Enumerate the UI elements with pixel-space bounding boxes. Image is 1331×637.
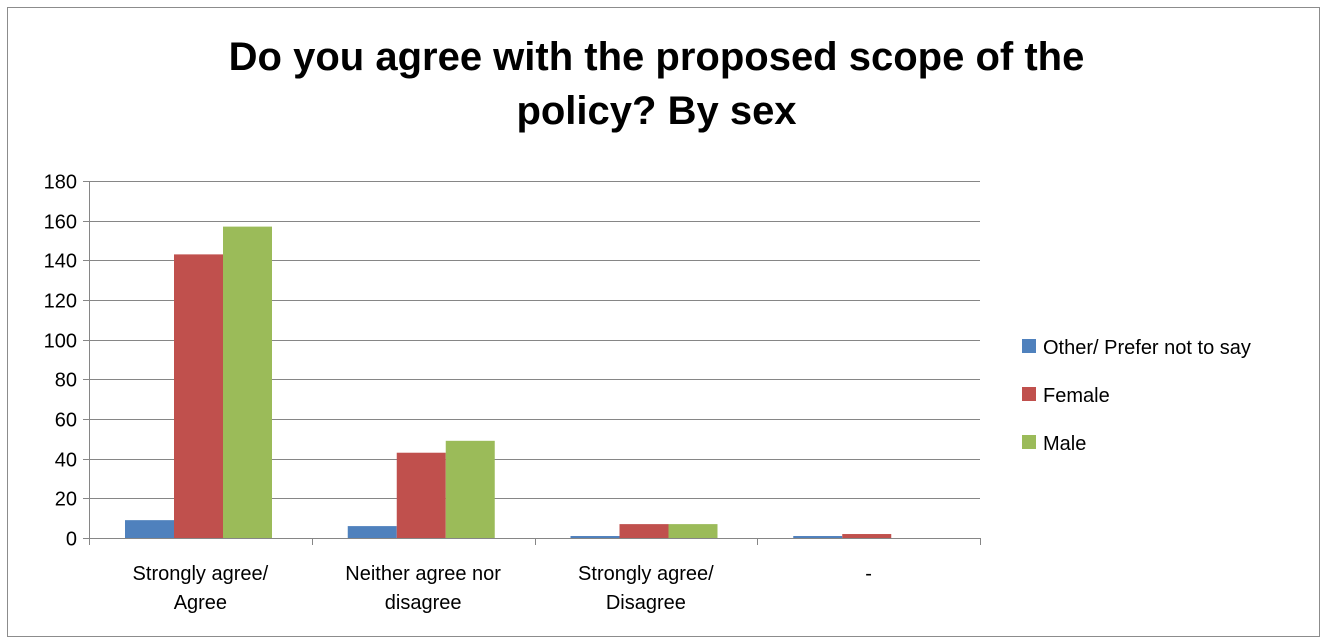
- bar-other-prefer-not-to-say: [125, 520, 174, 538]
- legend-swatch: [1022, 435, 1036, 449]
- x-category-label: Strongly agree/: [578, 563, 714, 585]
- y-tick-label: 80: [55, 370, 77, 392]
- chart-title: Do you agree with the proposed scope of …: [0, 30, 1313, 138]
- y-tick-label: 40: [55, 450, 77, 472]
- y-tick-label: 20: [55, 489, 77, 511]
- legend-label: Female: [1043, 385, 1110, 407]
- bar-female: [842, 534, 892, 538]
- bar-other-prefer-not-to-say: [347, 526, 397, 538]
- x-category-label: Strongly agree/: [133, 563, 269, 585]
- bar-other-prefer-not-to-say: [793, 536, 843, 538]
- x-category-label: Neither agree nor: [345, 563, 501, 585]
- legend-label: Other/ Prefer not to say: [1043, 337, 1251, 359]
- x-category-label: Agree: [174, 592, 227, 614]
- bar-female: [174, 254, 223, 538]
- y-tick-label: 120: [44, 291, 77, 313]
- bar-male: [445, 440, 495, 538]
- bar-female: [396, 452, 446, 538]
- y-tick-label: 100: [44, 331, 77, 353]
- chart-title-line-1: Do you agree with the proposed scope of …: [228, 35, 1085, 79]
- bar-male: [223, 226, 272, 538]
- x-category-label: disagree: [385, 592, 462, 614]
- y-tick-label: 60: [55, 410, 77, 432]
- x-category-label: Disagree: [606, 592, 686, 614]
- y-tick-label: 140: [44, 251, 77, 273]
- legend-swatch: [1022, 387, 1036, 401]
- y-tick-label: 160: [44, 212, 77, 234]
- bar-female: [619, 524, 669, 538]
- y-tick-label: 0: [66, 529, 77, 551]
- bar-male: [668, 524, 718, 538]
- legend-swatch: [1022, 339, 1036, 353]
- bar-other-prefer-not-to-say: [570, 536, 620, 538]
- x-category-label: -: [865, 563, 872, 585]
- y-tick-label: 180: [44, 172, 77, 194]
- chart-title-line-2: policy? By sex: [516, 89, 797, 133]
- legend-label: Male: [1043, 433, 1086, 455]
